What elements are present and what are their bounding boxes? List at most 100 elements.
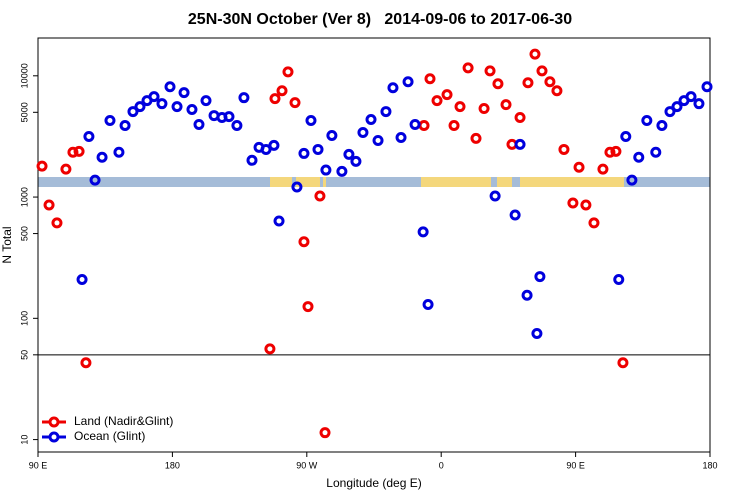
point <box>67 146 79 158</box>
point <box>314 190 326 202</box>
point <box>500 99 512 111</box>
point <box>448 120 460 132</box>
point <box>454 101 466 113</box>
point <box>119 120 131 132</box>
point <box>164 81 176 93</box>
land-ocean-strip <box>38 177 710 187</box>
point <box>514 138 526 150</box>
point <box>104 114 116 126</box>
y-tick-label: 100 <box>19 311 29 326</box>
point <box>276 85 288 97</box>
y-tick-label: 50 <box>19 350 29 360</box>
point <box>470 132 482 144</box>
point <box>268 139 280 151</box>
point <box>522 77 534 89</box>
point <box>641 114 653 126</box>
point <box>76 274 88 286</box>
point <box>193 118 205 130</box>
legend-marker <box>48 431 60 443</box>
point <box>478 103 490 115</box>
point <box>693 98 705 110</box>
x-tick-label: 180 <box>702 460 717 470</box>
point <box>282 66 294 78</box>
point <box>350 155 362 167</box>
point <box>302 301 314 313</box>
point <box>223 111 235 123</box>
point <box>336 165 348 177</box>
legend-label: Land (Nadir&Glint) <box>74 414 173 428</box>
x-tick-label: 90 E <box>29 460 48 470</box>
point <box>422 299 434 311</box>
point <box>260 143 272 155</box>
point <box>509 209 521 221</box>
point <box>305 114 317 126</box>
point <box>664 106 676 118</box>
point <box>289 97 301 109</box>
x-tick-label: 90 W <box>296 460 318 470</box>
point <box>60 163 72 175</box>
x-axis-label: Longitude (deg E) <box>326 476 421 490</box>
point <box>521 289 533 301</box>
point <box>409 118 421 130</box>
y-tick-label: 500 <box>19 226 29 241</box>
point <box>80 357 92 369</box>
point <box>264 343 276 355</box>
point <box>489 190 501 202</box>
point <box>89 174 101 186</box>
point <box>320 164 332 176</box>
point <box>238 92 250 104</box>
plot-frame <box>37 37 711 453</box>
point <box>529 48 541 60</box>
point <box>417 226 429 238</box>
point <box>656 120 668 132</box>
point <box>186 104 198 116</box>
x-tick-label: 180 <box>165 460 180 470</box>
point <box>291 181 303 193</box>
x-tick-label: 90 E <box>566 460 585 470</box>
point <box>83 130 95 142</box>
point <box>580 199 592 211</box>
point <box>613 274 625 286</box>
point <box>633 151 645 163</box>
point <box>43 199 55 211</box>
point <box>312 143 324 155</box>
point <box>113 146 125 158</box>
point <box>441 89 453 101</box>
point <box>127 106 139 118</box>
point <box>402 76 414 88</box>
point <box>156 98 168 110</box>
point <box>343 148 355 160</box>
point <box>685 91 697 103</box>
point <box>597 163 609 175</box>
point <box>558 143 570 155</box>
point <box>231 120 243 132</box>
point <box>462 62 474 74</box>
y-tick-label: 10000 <box>19 63 29 88</box>
point <box>650 146 662 158</box>
point <box>626 174 638 186</box>
point <box>536 65 548 77</box>
point <box>604 146 616 158</box>
point <box>395 131 407 143</box>
point <box>134 101 146 113</box>
legend-label: Ocean (Glint) <box>74 429 145 443</box>
point <box>610 145 622 157</box>
point <box>671 101 683 113</box>
y-tick-label: 1000 <box>19 187 29 207</box>
y-tick-label: 10 <box>19 435 29 445</box>
point <box>326 129 338 141</box>
point <box>73 145 85 157</box>
y-axis-label: N Total <box>0 226 14 263</box>
point <box>380 106 392 118</box>
point <box>534 271 546 283</box>
point <box>273 215 285 227</box>
point <box>617 357 629 369</box>
point <box>573 161 585 173</box>
point <box>424 73 436 85</box>
point <box>531 327 543 339</box>
point <box>298 236 310 248</box>
point <box>200 95 212 107</box>
point <box>365 114 377 126</box>
point <box>246 154 258 166</box>
point <box>372 134 384 146</box>
